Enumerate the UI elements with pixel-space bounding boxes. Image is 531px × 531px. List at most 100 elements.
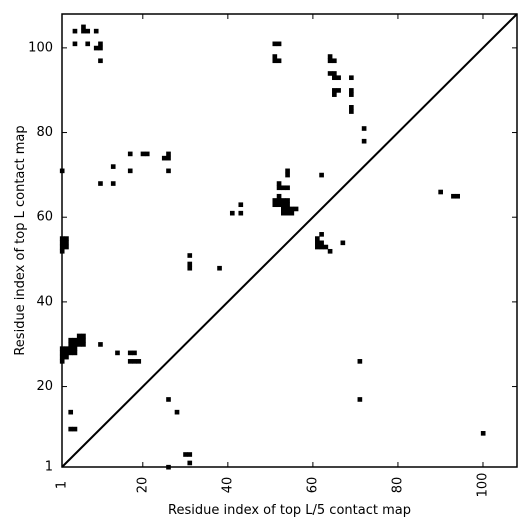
x-axis-label: Residue index of top L/5 contact map (168, 503, 411, 518)
upper-contact-cell (281, 210, 286, 216)
upper-contact-cell (438, 189, 443, 195)
upper-contact-cell (323, 244, 329, 250)
lower-contact-cell (64, 346, 69, 351)
upper-contact-cell (455, 193, 460, 199)
lower-contact-cell (68, 426, 74, 432)
x-tick-label: 80 (390, 477, 405, 494)
upper-contact-cell (144, 151, 150, 157)
x-tick-label: 60 (305, 477, 320, 494)
y-tick-label: 80 (36, 125, 53, 140)
upper-contact-cell (81, 28, 86, 34)
upper-contact-cell (336, 75, 341, 81)
contact-cells (59, 24, 486, 470)
upper-contact-cell (93, 45, 99, 51)
lower-contact-cell (115, 350, 120, 356)
upper-contact-cell (315, 244, 320, 250)
upper-contact-cell (81, 24, 86, 30)
lower-contact-cell (98, 342, 103, 347)
upper-contact-cell (289, 206, 295, 212)
upper-contact-cell (289, 210, 295, 216)
lower-contact-cell (187, 460, 193, 466)
lower-contact-cell (357, 359, 363, 364)
lower-contact-cell (68, 346, 74, 351)
upper-contact-cell (327, 58, 333, 64)
lower-contact-cell (183, 452, 188, 457)
lower-contact-cell (81, 342, 86, 347)
upper-contact-cell (327, 54, 333, 59)
x-tick-label: 100 (475, 473, 490, 498)
upper-contact-cell (72, 28, 78, 34)
upper-contact-cell (110, 181, 116, 186)
lower-contact-cell (72, 346, 78, 351)
y-tick-label: 60 (36, 210, 53, 225)
upper-contact-cell (166, 168, 171, 174)
y-tick-label: 40 (36, 294, 53, 309)
lower-contact-cell (127, 350, 133, 356)
upper-contact-cell (285, 210, 290, 216)
upper-contact-cell (98, 41, 103, 47)
upper-contact-cell (285, 202, 290, 208)
lower-contact-cell (68, 350, 74, 356)
upper-contact-cell (276, 181, 282, 186)
upper-contact-cell (285, 172, 290, 178)
lower-contact-cell (132, 359, 137, 364)
upper-contact-cell (187, 261, 193, 267)
upper-contact-cell (361, 138, 367, 144)
upper-contact-cell (327, 248, 333, 254)
upper-contact-cell (166, 155, 171, 161)
upper-contact-cell (140, 151, 146, 157)
upper-contact-cell (85, 28, 91, 34)
upper-contact-cell (451, 193, 456, 199)
upper-contact-cell (276, 41, 282, 47)
y-axis-label: Residue index of top L contact map (13, 125, 28, 355)
upper-contact-cell (127, 151, 133, 157)
upper-contact-cell (349, 105, 354, 110)
upper-contact-cell (361, 126, 367, 131)
upper-contact-cell (98, 45, 103, 51)
upper-contact-cell (319, 232, 324, 237)
upper-contact-cell (64, 236, 69, 241)
upper-contact-cell (332, 75, 337, 81)
upper-contact-cell (98, 58, 103, 64)
lower-contact-cell (64, 354, 69, 360)
y-tick-label: 100 (28, 40, 53, 55)
upper-contact-cell (281, 185, 286, 191)
lower-contact-cell (174, 409, 180, 415)
upper-contact-cell (327, 71, 333, 76)
upper-contact-cell (64, 240, 69, 246)
lower-contact-cell (127, 359, 133, 364)
upper-contact-cell (285, 168, 290, 174)
upper-contact-cell (315, 240, 320, 246)
x-tick-label: 1 (55, 481, 70, 489)
upper-contact-cell (72, 41, 78, 47)
upper-contact-cell (272, 41, 278, 47)
plot-frame (61, 13, 518, 468)
lower-contact-cell (480, 431, 486, 436)
lower-contact-cell (81, 333, 86, 339)
upper-contact-cell (272, 198, 278, 203)
upper-contact-cell (349, 88, 354, 93)
lower-contact-cell (76, 342, 82, 347)
upper-contact-cell (285, 206, 290, 212)
lower-contact-cell (72, 426, 78, 432)
upper-contact-cell (349, 92, 354, 97)
lower-contact-cell (81, 337, 86, 343)
upper-contact-cell (217, 265, 222, 271)
lower-contact-cell (72, 350, 78, 356)
upper-contact-cell (319, 172, 324, 178)
lower-contact-cell (72, 342, 78, 347)
upper-contact-cell (332, 58, 337, 64)
upper-contact-cell (332, 71, 337, 76)
upper-contact-cell (332, 88, 337, 93)
y-tick-label: 1 (45, 460, 53, 475)
upper-contact-cell (98, 181, 103, 186)
upper-contact-cell (319, 240, 324, 246)
upper-contact-cell (340, 240, 346, 246)
upper-contact-cell (285, 198, 290, 203)
upper-contact-cell (276, 193, 282, 199)
upper-contact-cell (332, 92, 337, 97)
y-tick-label: 20 (36, 379, 53, 394)
upper-contact-cell (281, 198, 286, 203)
upper-contact-cell (229, 210, 235, 216)
